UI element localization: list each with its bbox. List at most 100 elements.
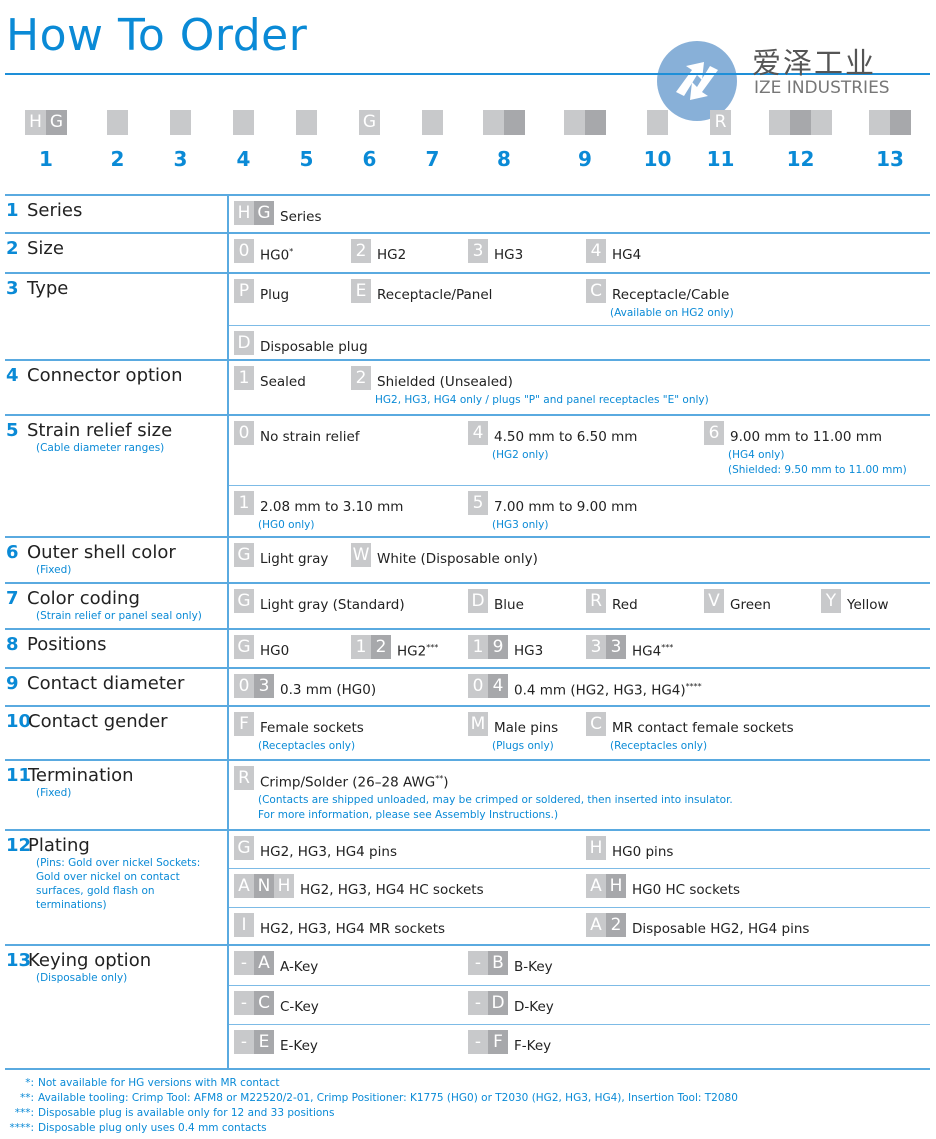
code-box: D: [234, 331, 254, 355]
option-description: Sealed: [260, 375, 306, 390]
code-position-boxes: [170, 110, 191, 135]
code-box: H: [606, 874, 626, 898]
code-position-boxes: [564, 110, 606, 135]
subrow-divider: [229, 325, 930, 326]
code-box: 0: [234, 239, 254, 263]
code-box: 0: [234, 421, 254, 445]
footnote-mark: ****:: [9, 1122, 34, 1134]
row-label: Outer shell color: [27, 542, 176, 563]
code-box: V: [704, 589, 724, 613]
code-box: 1: [234, 366, 254, 390]
row-divider: [5, 667, 930, 669]
code-box: A: [234, 874, 254, 898]
position-number: 10: [643, 147, 672, 171]
code-position-boxes: [769, 110, 832, 135]
option-description: Blue: [494, 598, 524, 613]
code-box: 3: [468, 239, 488, 263]
option-description: HG0 pins: [612, 845, 673, 860]
option-item: 0 4 0.4 mm (HG2, HG3, HG4)****: [468, 674, 702, 698]
option-description: Disposable plug: [260, 340, 368, 355]
code-position-boxes: [296, 110, 317, 135]
option-description: Shielded (Unsealed): [377, 375, 513, 390]
code-box: D: [468, 589, 488, 613]
position-number: 2: [110, 147, 125, 171]
option-item: A 2 Disposable HG2, HG4 pins: [586, 913, 809, 937]
code-box: 3: [254, 674, 274, 698]
option-text: Disposable HG2, HG4 pins: [632, 921, 810, 937]
page-title: How To Order: [6, 10, 308, 61]
code-box: 0: [468, 674, 488, 698]
code-box: [422, 110, 443, 135]
option-text: E-Key: [280, 1038, 318, 1054]
option-code: G: [234, 635, 254, 659]
position-number: 1: [39, 147, 53, 171]
position-number: 11: [706, 147, 735, 171]
code-box: -: [234, 991, 254, 1015]
option-description: Crimp/Solder (26–28 AWG**): [260, 771, 449, 791]
option-description: HG0*: [260, 244, 293, 264]
code-box: C: [586, 279, 606, 303]
code-box: A: [254, 951, 274, 975]
code-box: 4: [468, 421, 488, 445]
code-position-boxes: [422, 110, 443, 135]
option-item: F Female sockets: [234, 712, 364, 736]
option-text: Shielded (Unsealed): [377, 374, 513, 390]
row-number: 1: [6, 200, 19, 221]
option-item: A H HG0 HC sockets: [586, 874, 740, 898]
row-number: 7: [6, 588, 19, 609]
row-note: (Strain relief or panel seal only): [36, 610, 202, 622]
option-code: D: [468, 589, 488, 613]
subrow-divider: [229, 907, 930, 908]
option-text: Plug: [260, 287, 290, 303]
option-item: 1 Sealed: [234, 366, 306, 390]
option-description: Receptacle/Panel: [377, 288, 492, 303]
option-code: P: [234, 279, 254, 303]
option-text: B-Key: [514, 959, 553, 975]
code-box: [233, 110, 254, 135]
row-note: (Fixed): [36, 564, 72, 576]
row-divider: [5, 582, 930, 584]
row-label: Color coding: [27, 588, 140, 609]
option-note: HG2, HG3, HG4 only / plugs "P" and panel…: [375, 394, 709, 406]
row-divider: [5, 944, 930, 946]
option-description: HG4***: [632, 640, 673, 660]
row-label: Contact gender: [28, 711, 168, 732]
code-box: G: [46, 110, 67, 135]
code-box: [769, 110, 790, 135]
code-box: G: [234, 635, 254, 659]
code-box: W: [351, 543, 371, 567]
option-code: F: [234, 712, 254, 736]
option-note: For more information, please see Assembl…: [258, 809, 559, 821]
option-description: MR contact female sockets: [612, 721, 794, 736]
option-description: Light gray (Standard): [260, 598, 405, 613]
code-box: [170, 110, 191, 135]
option-text: HG2, HG3, HG4 MR sockets: [260, 921, 446, 937]
row-label: Size: [27, 238, 64, 259]
option-code: 6: [704, 421, 724, 445]
option-text: HG0 HC sockets: [632, 882, 741, 898]
option-description: D-Key: [514, 1000, 554, 1015]
code-box: 2: [371, 635, 391, 659]
option-text: A-Key: [280, 959, 319, 975]
code-position-boxes: G: [359, 110, 380, 135]
code-position-boxes: [233, 110, 254, 135]
option-code: 2: [351, 366, 371, 390]
option-text: Male pins: [494, 720, 559, 736]
option-note: (HG2 only): [492, 449, 549, 461]
option-code: 2: [351, 239, 371, 263]
option-text: MR contact female sockets: [612, 720, 794, 736]
code-box: H: [234, 201, 254, 225]
option-note: (Plugs only): [492, 740, 554, 752]
footnote-text: Disposable plug only uses 0.4 mm contact…: [38, 1122, 267, 1134]
row-label: Series: [27, 200, 83, 221]
row-number: 10: [6, 711, 32, 732]
code-box: P: [234, 279, 254, 303]
option-code: -D: [468, 991, 508, 1015]
code-box: 9: [488, 635, 508, 659]
code-box: [564, 110, 585, 135]
row-label: Keying option: [28, 950, 152, 971]
code-box: -: [468, 951, 488, 975]
